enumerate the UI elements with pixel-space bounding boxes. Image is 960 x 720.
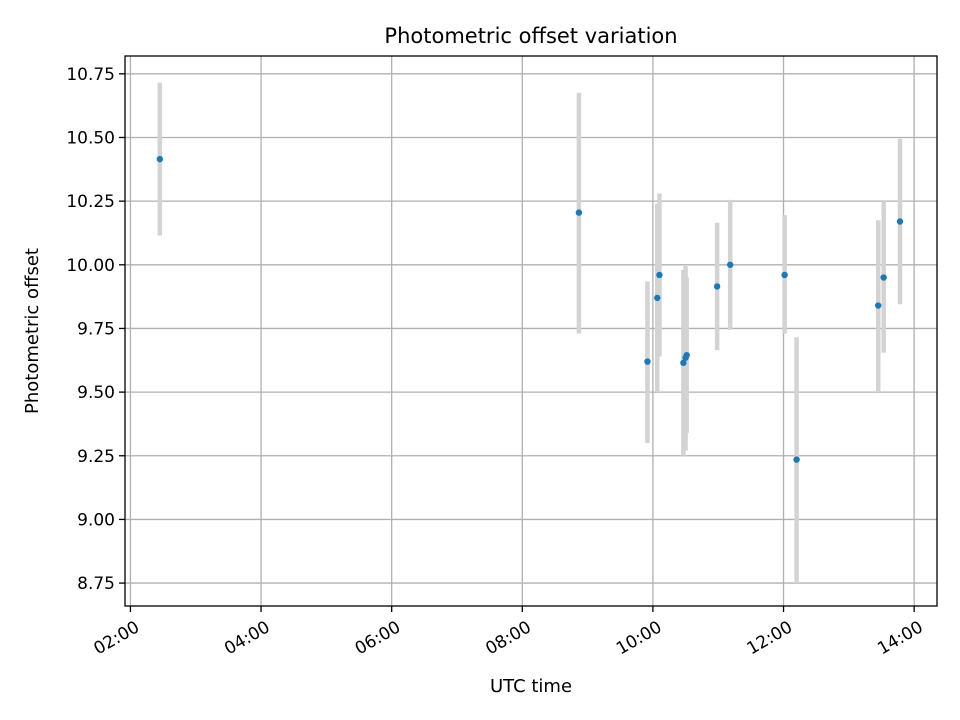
data-point [896, 218, 904, 225]
x-tick-label: 08:00 [482, 617, 534, 659]
y-tick-label: 9.75 [77, 319, 115, 339]
y-tick-label: 9.50 [77, 383, 115, 403]
y-tick-label: 8.75 [77, 574, 115, 594]
data-point [793, 456, 800, 463]
y-tick-label: 9.00 [77, 510, 115, 530]
data-point [726, 261, 734, 268]
y-tick-label: 10.00 [66, 256, 115, 276]
grid [125, 56, 937, 606]
x-tick-label: 06:00 [352, 617, 404, 659]
data-point [644, 358, 651, 365]
error-bars [157, 82, 903, 584]
y-tick-label: 10.50 [66, 128, 115, 148]
y-axis: 8.75 9.00 9.25 9.50 9.75 10.00 10.25 10.50 10.75 [66, 65, 125, 594]
data-point [680, 359, 687, 367]
data-point [656, 271, 663, 279]
x-tick-label: 04:00 [221, 617, 273, 659]
chart-title: Photometric offset variation [384, 24, 677, 48]
x-tick-label: 02:00 [91, 617, 143, 659]
data-point [875, 302, 882, 309]
x-tick-label: 10:00 [613, 617, 665, 659]
x-tick-label: 12:00 [744, 617, 796, 659]
y-tick-label: 10.25 [66, 192, 115, 212]
x-axis-label: UTC time [490, 676, 572, 697]
y-tick-label: 9.25 [77, 447, 115, 467]
x-tick-label: 14:00 [874, 617, 926, 659]
data-point [713, 283, 721, 290]
data-point [781, 271, 788, 279]
y-axis-label: Photometric offset [22, 248, 43, 414]
data-points [156, 155, 904, 463]
plot-frame [124, 55, 938, 607]
x-axis: 02:00 04:00 06:00 08:00 10:00 12:00 14:00 [91, 606, 927, 659]
data-point [156, 155, 164, 163]
data-point [654, 294, 661, 302]
data-point [575, 209, 583, 216]
data-point [880, 274, 887, 281]
y-tick-label: 10.75 [66, 65, 115, 85]
data-point [683, 351, 690, 359]
